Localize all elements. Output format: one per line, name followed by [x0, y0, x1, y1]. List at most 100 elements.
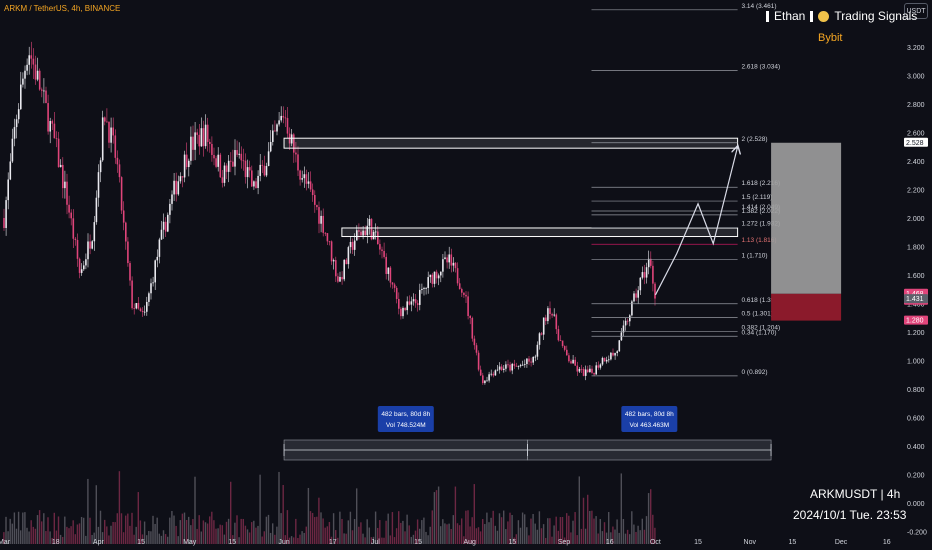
candle-body — [570, 361, 572, 364]
volume-bar — [605, 532, 608, 544]
volume-bar — [20, 530, 22, 544]
volume-bar — [412, 534, 415, 544]
volume-bar — [366, 519, 368, 544]
volume-bar — [38, 510, 41, 544]
volume-bar — [540, 528, 543, 544]
volume-bar — [318, 497, 320, 544]
x-axis[interactable]: Mar 18 Apr 15 May 15 Jun 17 Jul 15 Aug 15 Sep 16 Oct 15… — [0, 539, 891, 546]
candle-body — [377, 231, 379, 245]
candle-body — [45, 90, 47, 104]
volume-bar — [488, 522, 490, 544]
volume-bar — [122, 532, 125, 544]
volume-bar — [148, 530, 150, 544]
price-tag — [904, 315, 928, 325]
candle-body — [89, 241, 91, 249]
candlestick-series — [3, 41, 656, 385]
x-tick-label: Nov — [744, 539, 757, 546]
fib-label: 2.618 (3.034) — [741, 64, 780, 71]
candle-body — [253, 181, 255, 187]
candle-body — [141, 310, 144, 313]
candle-body — [293, 134, 295, 153]
volume-bar — [32, 526, 34, 544]
volume-bar — [30, 520, 32, 544]
volume-bar — [194, 476, 196, 544]
candle-body — [555, 314, 558, 330]
candle-body — [557, 329, 560, 341]
stop-zone — [771, 293, 842, 321]
volume-bar — [28, 531, 30, 544]
candle-body — [324, 232, 327, 234]
volume-bar — [108, 535, 110, 544]
volume-bar — [169, 517, 171, 544]
x-tick-label: 15 — [228, 539, 236, 546]
candle-body — [238, 153, 240, 155]
candle-body — [225, 165, 228, 172]
volume-bar — [143, 521, 146, 544]
volume-bar — [311, 512, 314, 544]
volume-bar — [414, 530, 417, 544]
volume-bar — [255, 527, 257, 544]
volume-bar — [43, 513, 45, 544]
candle-body — [368, 218, 371, 226]
volume-bar — [70, 526, 72, 544]
volume-bar — [379, 520, 381, 544]
volume-bar — [349, 511, 352, 544]
volume-bar — [101, 532, 104, 544]
fib-label: 1.618 (2.216) — [741, 180, 780, 187]
volume-bar — [475, 528, 478, 544]
candle-body — [538, 333, 541, 345]
y-tick-label: 1.200 — [907, 330, 925, 337]
currency-button[interactable]: USDT — [904, 3, 928, 19]
candle-body — [148, 293, 150, 302]
volume-bar — [593, 518, 595, 544]
volume-bar — [80, 516, 83, 544]
x-tick-label: 16 — [606, 539, 614, 546]
candle-body — [513, 363, 516, 366]
volume-bar — [582, 497, 585, 544]
volume-bar — [55, 530, 58, 544]
volume-bar — [431, 510, 433, 544]
volume-bar — [406, 514, 408, 544]
volume-bar — [95, 485, 97, 544]
volume-bar — [576, 535, 578, 544]
candle-body — [137, 302, 140, 309]
candle-body — [30, 55, 33, 59]
volume-bar — [545, 537, 547, 544]
y-axis[interactable]: 3.200 3.000 2.800 2.600 2.400 2.200 2.000 1.800… — [904, 45, 928, 537]
volume-bar — [633, 524, 635, 544]
candle-body — [244, 160, 247, 178]
candle-body — [610, 352, 612, 360]
price-tag — [904, 137, 928, 147]
volume-bar — [358, 526, 360, 544]
volume-bar — [538, 511, 541, 544]
candle-body — [582, 368, 585, 376]
candle-body — [591, 368, 593, 373]
candle-body — [635, 293, 637, 298]
volume-bar — [425, 531, 427, 544]
volume-bar — [374, 511, 377, 544]
volume-bar — [301, 531, 303, 544]
volume-bar — [177, 536, 179, 544]
volume-bar — [217, 528, 219, 544]
candle-body — [173, 180, 175, 195]
candle-body — [38, 70, 41, 90]
y-tick-label: 0.800 — [907, 387, 925, 394]
candle-body — [608, 359, 610, 361]
candle-body — [259, 164, 261, 176]
volume-bar — [341, 518, 343, 544]
volume-bar — [192, 519, 194, 544]
candle-body — [400, 308, 402, 317]
volume-bar — [398, 511, 400, 544]
volume-bar — [227, 518, 230, 544]
volume-bar — [385, 520, 387, 544]
candle-body — [643, 272, 646, 278]
candle-body — [9, 161, 12, 180]
volume-bar — [137, 492, 139, 544]
candle-body — [612, 352, 614, 356]
volume-bar — [326, 526, 328, 544]
price-tag — [904, 294, 928, 304]
candle-body — [406, 301, 408, 311]
candle-body — [213, 154, 215, 159]
candle-body — [629, 315, 631, 322]
